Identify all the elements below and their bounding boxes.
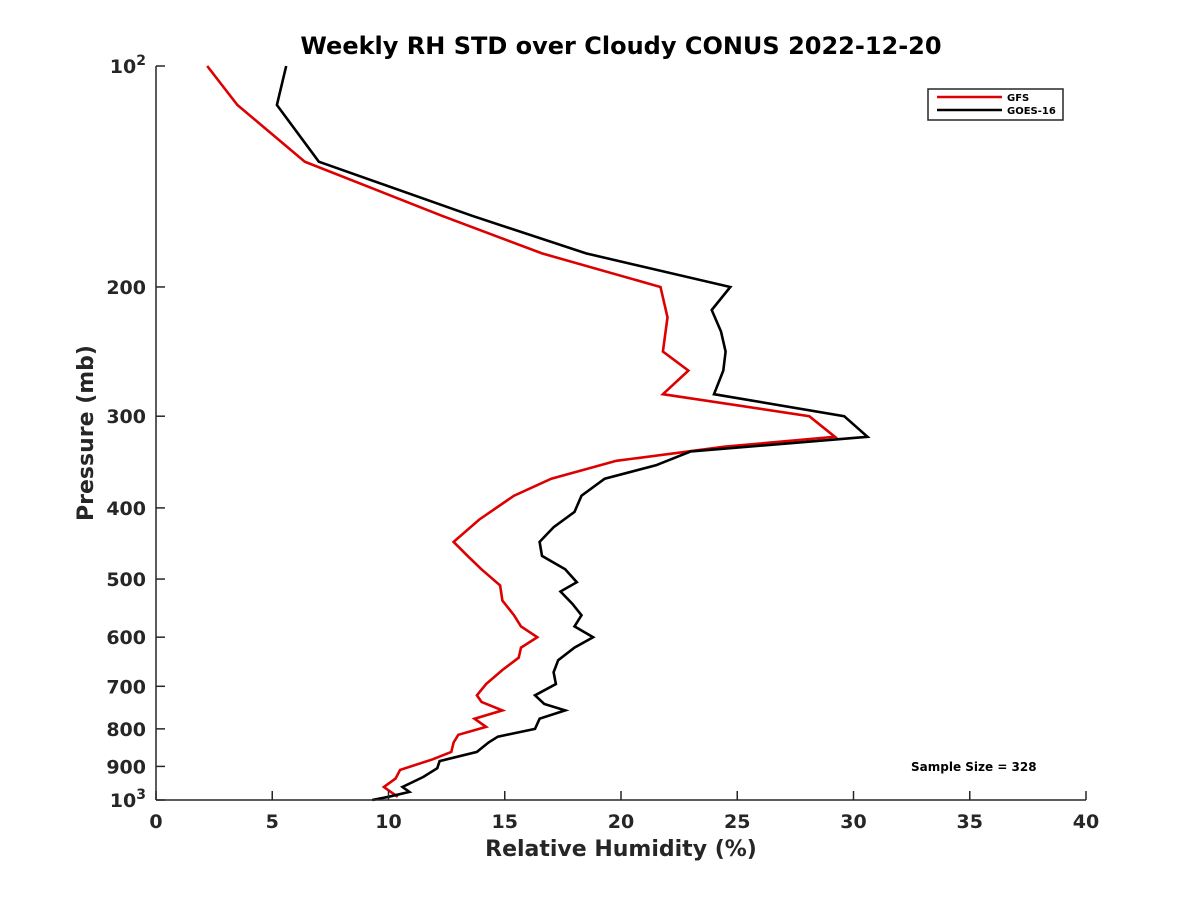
x-tick-label-30: 30 <box>840 811 866 833</box>
legend-box <box>927 88 1064 121</box>
legend: GFS GOES-16 <box>927 88 1064 121</box>
y-tick-label-500: 500 <box>106 569 146 591</box>
plot-area <box>156 66 1086 800</box>
x-tick-label-0: 0 <box>149 811 162 833</box>
x-tick-label-40: 40 <box>1073 811 1099 833</box>
y-axis-label: Pressure (mb) <box>74 345 99 521</box>
y-tick-label-400: 400 <box>106 498 146 520</box>
x-tick-label-15: 15 <box>492 811 518 833</box>
y-tick-label-800: 800 <box>106 719 146 741</box>
y-tick-label-700: 700 <box>106 676 146 698</box>
x-tick-label-20: 20 <box>608 811 634 833</box>
x-tick-label-10: 10 <box>375 811 401 833</box>
series-line-gfs <box>206 65 839 798</box>
y-tick-label-300: 300 <box>106 406 146 428</box>
x-tick-label-25: 25 <box>724 811 750 833</box>
y-tick-label-200: 200 <box>106 277 146 299</box>
chart-title: Weekly RH STD over Cloudy CONUS 2022-12-… <box>300 32 941 60</box>
x-axis-label: Relative Humidity (%) <box>485 837 757 862</box>
legend-label-gfs: GFS <box>1007 93 1029 104</box>
y-tick-label-1000: 103 <box>110 787 146 812</box>
x-tick-label-35: 35 <box>957 811 983 833</box>
y-ticks: 102 200 300 400 500 600 700 800 900 103 <box>106 53 165 812</box>
series-layer <box>206 65 871 802</box>
sample-size-annotation: Sample Size = 328 <box>911 760 1037 774</box>
x-ticks: 0 5 10 15 20 25 30 35 40 <box>149 791 1099 833</box>
y-tick-label-100: 102 <box>110 53 146 78</box>
x-tick-label-5: 5 <box>266 811 279 833</box>
y-tick-label-600: 600 <box>106 627 146 649</box>
legend-label-goes16: GOES-16 <box>1007 106 1056 117</box>
y-tick-label-900: 900 <box>106 756 146 778</box>
series-line-goes16 <box>275 65 871 802</box>
